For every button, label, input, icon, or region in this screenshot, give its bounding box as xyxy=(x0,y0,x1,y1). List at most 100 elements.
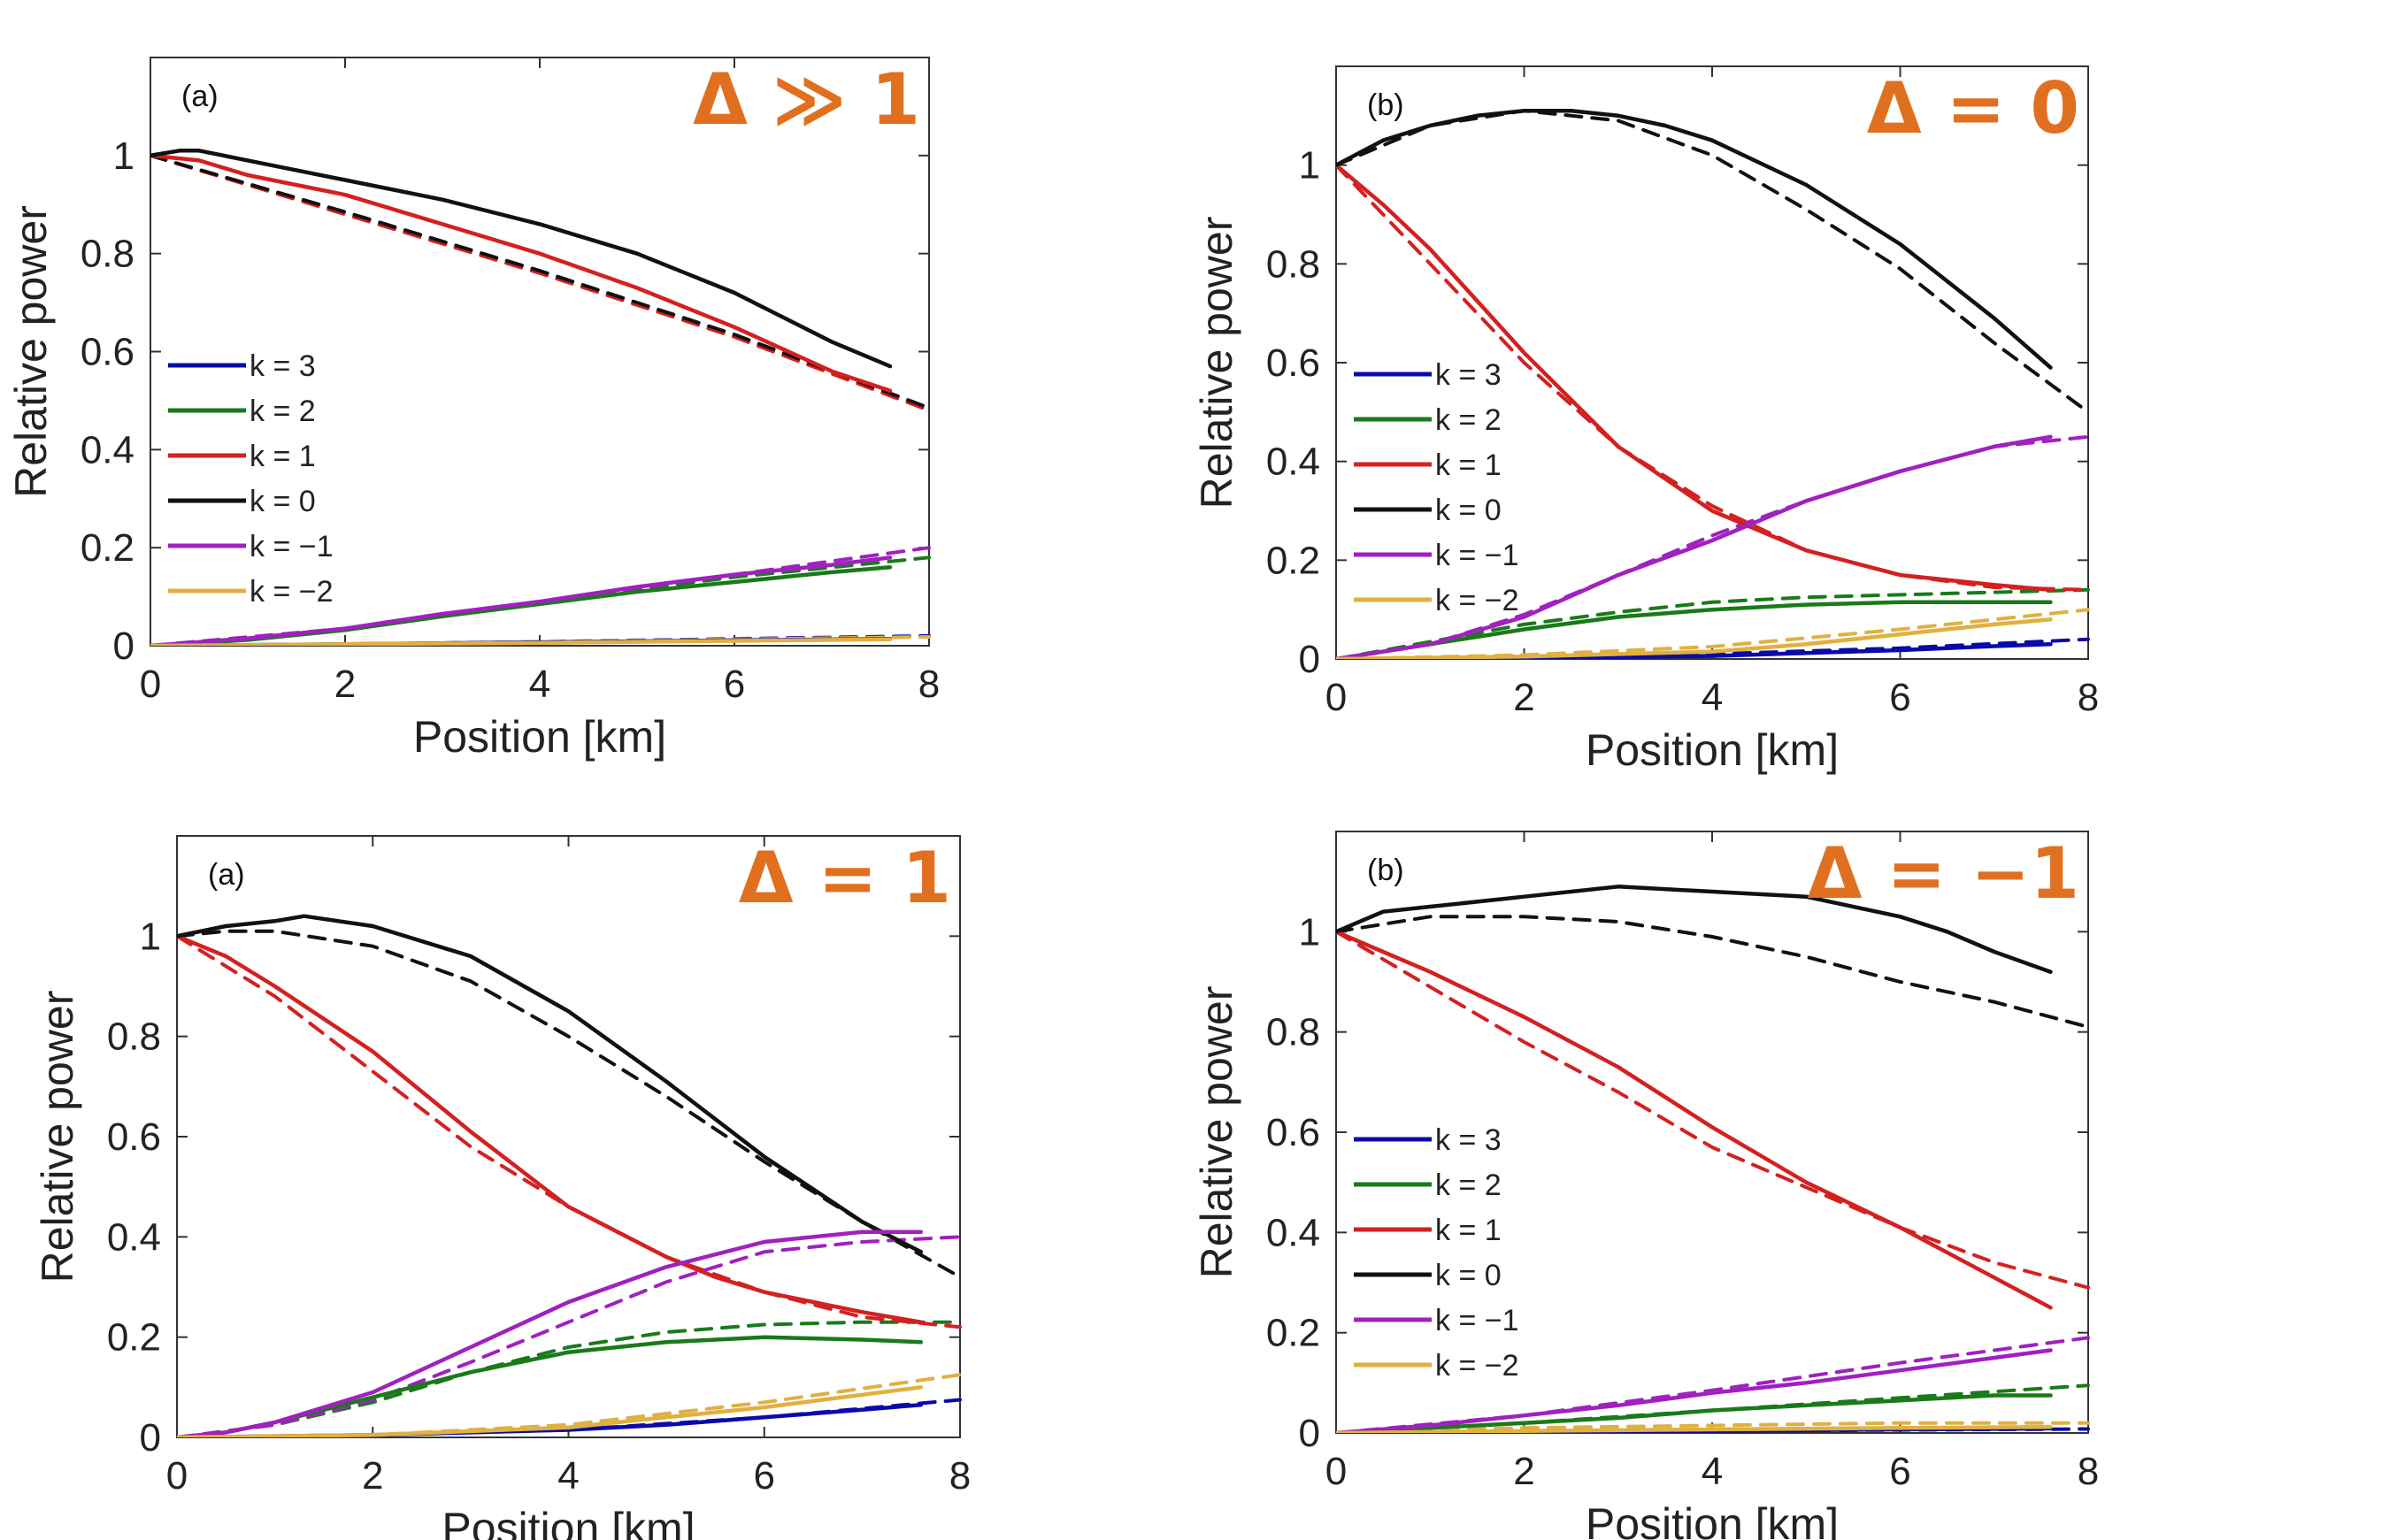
series-line-km2-measured xyxy=(1336,617,2053,659)
series-line-km1-measured xyxy=(177,1230,924,1437)
x-tick-label: 4 xyxy=(529,663,550,706)
x-tick-label: 8 xyxy=(2078,676,2099,719)
series-line-km1-measured xyxy=(1336,1348,2053,1433)
x-tick-label: 6 xyxy=(724,663,745,706)
legend-label: k = 1 xyxy=(1435,448,1502,482)
series-line-km2-measured xyxy=(150,637,893,646)
chart-panel-bottom-right: 0 2 4 6 8 0 0.2 0.4 0.6 0.8 1 Position [km] Relative… xyxy=(1192,831,2099,1540)
y-tick-label: 0 xyxy=(1299,638,1320,681)
series-line-km2-measured xyxy=(177,1385,924,1437)
legend-label: k = 1 xyxy=(250,440,316,473)
series-line-k0-measured xyxy=(1336,108,2053,370)
y-tick-label: 1 xyxy=(1299,144,1320,188)
legend-label: k = 0 xyxy=(1435,1259,1502,1292)
y-tick-label: 0.2 xyxy=(81,526,134,570)
legend-label: k = −2 xyxy=(250,575,334,609)
series-line-km2-model xyxy=(1336,608,2090,659)
y-tick-label: 0 xyxy=(1299,1412,1320,1455)
y-tick-label: 0.8 xyxy=(107,1015,161,1059)
legend-label: k = 3 xyxy=(250,349,316,383)
legend-label: k = 3 xyxy=(1435,358,1502,392)
chart-panel-top-left: 0 2 4 6 8 0 0.2 0.4 0.6 0.8 1 Position [km] Relative… xyxy=(6,57,940,762)
legend-label: k = 0 xyxy=(250,485,316,518)
y-tick-label: 0.6 xyxy=(1266,1111,1320,1154)
y-tick-label: 1 xyxy=(140,915,161,958)
y-tick-label: 0.6 xyxy=(107,1115,161,1159)
series-line-k0-measured xyxy=(1336,885,2053,974)
legend-label: k = −2 xyxy=(1435,584,1519,617)
series-line-k0-measured xyxy=(150,149,893,369)
x-tick-label: 6 xyxy=(1889,676,1910,719)
y-tick-label: 0.8 xyxy=(1266,242,1320,286)
series-line-km1-model xyxy=(177,1235,962,1437)
x-tick-label: 2 xyxy=(1513,676,1534,719)
y-tick-label: 0.2 xyxy=(1266,539,1320,582)
series-group xyxy=(177,914,962,1437)
y-tick-label: 0.2 xyxy=(107,1316,161,1360)
y-tick-label: 0.4 xyxy=(1266,1211,1320,1254)
legend-label: k = −1 xyxy=(250,530,334,563)
y-axis-label: Relative power xyxy=(1192,986,1241,1279)
series-line-k0-model xyxy=(177,929,962,1279)
x-tick-label: 0 xyxy=(140,663,161,706)
series-line-k0-model xyxy=(1336,915,2090,1029)
chart-panel-top-right: 0 2 4 6 8 0 0.2 0.4 0.6 0.8 1 Position [km] Relative… xyxy=(1192,65,2099,775)
y-tick-label: 0.6 xyxy=(1266,341,1320,385)
series-line-km1-model xyxy=(150,546,931,646)
legend-label: k = 2 xyxy=(1435,1168,1502,1202)
x-tick-label: 6 xyxy=(754,1454,775,1498)
x-tick-label: 4 xyxy=(557,1454,579,1498)
series-line-km1-measured xyxy=(150,555,893,646)
series-line-k1-measured xyxy=(177,934,924,1324)
x-tick-label: 0 xyxy=(1325,676,1347,719)
y-axis-label: Relative power xyxy=(33,991,82,1283)
x-axis-label: Position [km] xyxy=(442,1504,695,1540)
x-tick-label: 2 xyxy=(362,1454,383,1498)
x-tick-label: 2 xyxy=(334,663,356,706)
series-group xyxy=(150,149,931,646)
series-line-km1-model xyxy=(1336,434,2090,659)
chart-panel-bottom-left: 0 2 4 6 8 0 0.2 0.4 0.6 0.8 1 Position [km] Relative… xyxy=(33,835,971,1540)
series-line-km2-measured xyxy=(1336,1424,2053,1433)
x-axis-label: Position [km] xyxy=(1586,725,1839,775)
y-tick-label: 0.4 xyxy=(1266,441,1320,484)
x-tick-label: 6 xyxy=(1889,1450,1910,1493)
series-line-km2-model xyxy=(1336,1421,2090,1433)
x-axis-label: Position [km] xyxy=(413,712,666,762)
series-group xyxy=(1336,885,2090,1433)
delta-label: Δ = 1 xyxy=(739,837,951,919)
y-tick-label: 0.8 xyxy=(81,233,134,276)
series-line-k0-measured xyxy=(177,914,924,1254)
delta-label: Δ = 0 xyxy=(1867,67,2079,149)
series-line-km1-model xyxy=(1336,1336,2090,1433)
y-axis-label: Relative power xyxy=(6,205,56,498)
x-tick-label: 4 xyxy=(1702,1450,1723,1493)
x-tick-label: 0 xyxy=(1325,1450,1347,1493)
series-line-k2-model xyxy=(150,555,931,646)
legend-label: k = −1 xyxy=(1435,539,1519,572)
series-line-k2-measured xyxy=(1336,1393,2053,1433)
delta-label: Δ = −1 xyxy=(1808,832,2079,915)
x-tick-label: 8 xyxy=(918,663,940,706)
y-tick-label: 0.6 xyxy=(81,331,134,374)
legend-label: k = 3 xyxy=(1435,1123,1502,1157)
legend-label: k = 2 xyxy=(1435,403,1502,437)
x-axis-label: Position [km] xyxy=(1586,1499,1839,1540)
x-tick-label: 4 xyxy=(1702,676,1723,719)
legend-label: k = −2 xyxy=(1435,1349,1519,1383)
series-line-km1-measured xyxy=(1336,434,2053,659)
y-tick-label: 0.8 xyxy=(1266,1011,1320,1054)
series-line-k2-model xyxy=(1336,587,2090,659)
panel-tag: (a) xyxy=(181,80,219,113)
legend-label: k = 0 xyxy=(1435,494,1502,527)
y-tick-label: 0.4 xyxy=(81,428,134,471)
x-tick-label: 8 xyxy=(949,1454,971,1498)
panel-tag: (b) xyxy=(1367,854,1404,887)
series-line-k0-model xyxy=(150,153,931,410)
y-tick-label: 0.4 xyxy=(107,1215,161,1259)
x-tick-label: 0 xyxy=(166,1454,188,1498)
y-axis-label: Relative power xyxy=(1192,217,1241,510)
series-line-k2-measured xyxy=(1336,600,2053,659)
plot-area xyxy=(150,57,930,647)
legend-label: k = 2 xyxy=(250,395,316,428)
